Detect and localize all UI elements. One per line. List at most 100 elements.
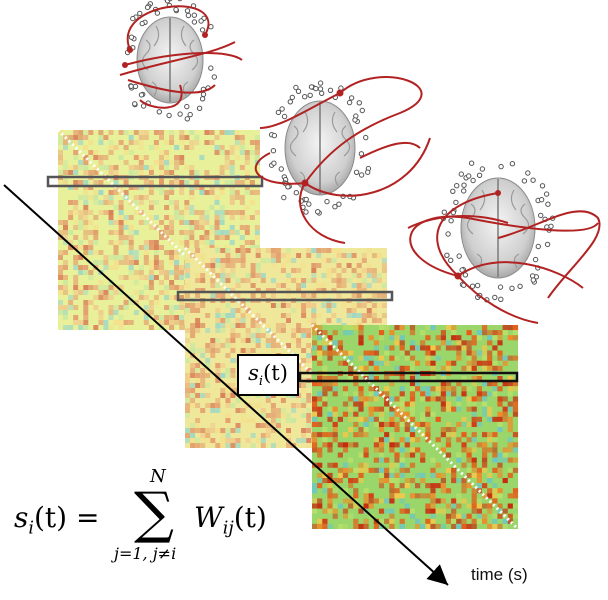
matrix-cell	[356, 303, 362, 308]
matrix-cell	[409, 462, 416, 468]
matrix-cell	[348, 483, 354, 489]
matrix-cell	[179, 215, 185, 220]
matrix-cell	[189, 235, 195, 240]
matrix-cell	[133, 255, 139, 260]
matrix-cell	[492, 447, 498, 453]
matrix-cell	[230, 348, 236, 353]
matrix-cell	[133, 170, 139, 175]
matrix-cell	[98, 140, 104, 145]
matrix-cell	[210, 293, 216, 298]
matrix-cell	[164, 235, 170, 240]
matrix-cell	[128, 200, 134, 205]
matrix-cell	[200, 393, 206, 398]
matrix-cell	[148, 310, 154, 315]
matrix-cell	[270, 348, 276, 353]
matrix-cell	[389, 437, 395, 443]
matrix-cell	[368, 416, 374, 422]
matrix-cell	[123, 295, 129, 300]
matrix-cell	[301, 313, 307, 318]
matrix-cell	[239, 145, 245, 150]
matrix-cell	[73, 280, 79, 285]
matrix-cell	[327, 442, 333, 448]
matrix-cell	[445, 452, 452, 458]
matrix-cell	[456, 498, 462, 504]
matrix-cell	[174, 320, 180, 325]
matrix-cell	[250, 443, 256, 448]
matrix-cell	[260, 438, 266, 443]
matrix-cell	[138, 155, 144, 160]
matrix-cell	[311, 308, 317, 313]
matrix-cell	[133, 260, 139, 265]
matrix-cell	[363, 421, 369, 427]
electrode-dot	[363, 134, 369, 141]
matrix-cell	[373, 406, 379, 412]
matrix-cell	[373, 498, 379, 504]
matrix-cell	[301, 398, 307, 403]
matrix-cell	[409, 427, 416, 433]
matrix-cell	[133, 185, 139, 190]
electrode-dot	[461, 188, 467, 194]
matrix-cell	[225, 278, 231, 283]
matrix-cell	[378, 472, 385, 478]
matrix-cell	[215, 308, 221, 313]
matrix-cell	[200, 323, 206, 328]
matrix-cell	[230, 428, 236, 433]
matrix-cell	[321, 293, 327, 298]
matrix-cell	[169, 295, 175, 300]
matrix-cell	[389, 472, 395, 478]
matrix-cell	[440, 340, 446, 346]
matrix-cell	[219, 230, 225, 235]
matrix-cell	[123, 215, 129, 220]
matrix-cell	[378, 427, 385, 433]
matrix-cell	[348, 416, 354, 422]
matrix-cell	[249, 150, 255, 155]
matrix-cell	[174, 165, 180, 170]
matrix-cell	[502, 381, 508, 387]
matrix-cell	[415, 518, 421, 524]
matrix-cell	[123, 320, 129, 325]
matrix-cell	[108, 140, 114, 145]
matrix-cell	[420, 478, 426, 484]
matrix-cell	[466, 452, 472, 458]
matrix-cell	[78, 320, 84, 325]
matrix-cell	[138, 135, 144, 140]
matrix-cell	[492, 523, 498, 529]
matrix-cell	[507, 376, 513, 382]
matrix-cell	[239, 210, 245, 215]
matrix-cell	[336, 278, 342, 283]
matrix-cell	[204, 230, 210, 235]
matrix-cell	[133, 200, 139, 205]
matrix-cell	[184, 200, 190, 205]
matrix-cell	[316, 288, 322, 293]
electrode-dot	[530, 277, 536, 283]
matrix-cell	[113, 310, 119, 315]
matrix-cell	[420, 427, 426, 433]
matrix-cell	[492, 365, 498, 371]
matrix-cell	[58, 305, 63, 310]
matrix-cell	[230, 373, 236, 378]
matrix-cell	[220, 443, 226, 448]
matrix-cell	[425, 427, 431, 433]
matrix-cell	[185, 373, 190, 378]
matrix-cell	[185, 388, 190, 393]
matrix-cell	[394, 401, 400, 407]
matrix-cell	[133, 210, 139, 215]
matrix-cell	[461, 518, 467, 524]
matrix-cell	[342, 472, 349, 478]
matrix-cell	[214, 200, 220, 205]
matrix-cell	[224, 160, 230, 165]
matrix-cell	[322, 478, 328, 484]
matrix-cell	[250, 283, 256, 288]
matrix-cell	[409, 493, 416, 499]
matrix-cell	[118, 220, 124, 225]
matrix-cell	[174, 305, 180, 310]
electrode-dot	[336, 201, 342, 207]
matrix-cell	[83, 235, 89, 240]
matrix-cell	[368, 335, 374, 341]
matrix-cell	[471, 406, 477, 412]
matrix-cell	[164, 170, 170, 175]
matrix-cell	[363, 493, 369, 499]
matrix-cell	[78, 210, 84, 215]
matrix-cell	[312, 508, 318, 514]
matrix-cell	[507, 447, 513, 453]
